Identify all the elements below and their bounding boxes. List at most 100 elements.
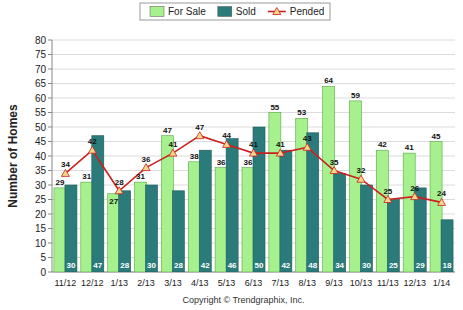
bar (349, 101, 361, 272)
bar (226, 139, 238, 272)
legend-box (140, 3, 330, 20)
y-tick-label: 80 (35, 35, 47, 46)
marker (61, 169, 69, 176)
data-label: 28 (115, 178, 124, 187)
bar (146, 185, 158, 272)
marker (357, 175, 365, 182)
tick-mark (48, 83, 52, 84)
x-tick-label: 5/13 (218, 278, 236, 288)
tick-mark (48, 54, 52, 55)
data-label: 64 (324, 76, 333, 85)
y-tick-label: 60 (35, 93, 47, 104)
marker (303, 143, 311, 150)
data-label: 41 (168, 140, 177, 149)
data-label: 44 (222, 131, 231, 140)
x-tick-label: 9/13 (325, 278, 343, 288)
marker (276, 149, 284, 156)
bar (307, 133, 319, 272)
data-label: 38 (190, 152, 199, 161)
bar (334, 173, 346, 272)
marker (88, 146, 96, 153)
grid-line (52, 98, 455, 99)
legend-label: Sold (236, 6, 256, 17)
data-label: 27 (109, 197, 118, 206)
tick-mark (48, 243, 52, 244)
plot-marks (54, 86, 453, 272)
data-label: 29 (55, 178, 64, 187)
bar (430, 142, 442, 273)
marker (115, 187, 123, 194)
grid-line (52, 40, 455, 41)
tick-mark (48, 228, 52, 229)
marker (142, 164, 150, 171)
data-label: 31 (82, 172, 91, 181)
data-label: 30 (66, 261, 75, 270)
data-label: 47 (163, 126, 172, 135)
x-tick-label: 8/13 (298, 278, 316, 288)
bar (135, 182, 147, 272)
x-tick-label: 1/14 (433, 278, 451, 288)
bar (188, 162, 200, 272)
bar (172, 191, 184, 272)
line (65, 136, 441, 203)
data-label: 41 (276, 140, 285, 149)
data-label: 34 (61, 160, 70, 169)
y-tick-label: 50 (35, 122, 47, 133)
bar (242, 168, 254, 272)
x-tick-label: 4/13 (191, 278, 209, 288)
y-tick-label: 5 (40, 252, 46, 263)
data-label: 55 (270, 103, 279, 112)
x-tick-label: 7/13 (272, 278, 290, 288)
data-label: 36 (217, 158, 226, 167)
data-label: 31 (136, 172, 145, 181)
data-label: 34 (335, 261, 344, 270)
marker (196, 132, 204, 139)
y-tick-label: 55 (35, 107, 47, 118)
bar (376, 150, 388, 272)
marker (411, 193, 419, 200)
bar (323, 86, 335, 272)
bar (199, 150, 211, 272)
x-tick-label: 3/13 (164, 278, 182, 288)
data-label: 28 (174, 261, 183, 270)
marker (384, 196, 392, 203)
bar (108, 194, 120, 272)
data-label: 24 (437, 189, 446, 198)
bar (215, 168, 227, 272)
data-label: 48 (308, 261, 317, 270)
data-label: 43 (303, 134, 312, 143)
y-axis-title: Number of Homes (6, 104, 20, 208)
tick-mark (48, 185, 52, 186)
marker (169, 149, 177, 156)
y-tick-label: 30 (35, 180, 47, 191)
x-tick-label: 1/13 (110, 278, 128, 288)
bar (65, 185, 77, 272)
bar (414, 188, 426, 272)
data-label: 25 (389, 261, 398, 270)
grid-line (52, 83, 455, 84)
data-label: 30 (362, 261, 371, 270)
chart: 05101520253035404550556065707580Number o… (0, 0, 463, 310)
y-axis (52, 40, 53, 272)
grid-line (52, 54, 455, 55)
tick-mark (48, 257, 52, 258)
data-label: 32 (357, 166, 366, 175)
tick-mark (48, 156, 52, 157)
y-tick-label: 45 (35, 136, 47, 147)
tick-mark (48, 272, 52, 273)
legend-swatch (218, 7, 232, 17)
data-label: 42 (378, 140, 387, 149)
bar (280, 150, 292, 272)
data-label: 41 (405, 143, 414, 152)
bar (119, 191, 131, 272)
legend-label: Pended (290, 6, 324, 17)
bar (92, 136, 104, 272)
data-label: 18 (443, 261, 452, 270)
data-label: 30 (147, 261, 156, 270)
x-tick-label: 12/12 (81, 278, 104, 288)
marker (330, 167, 338, 174)
data-label: 25 (383, 187, 392, 196)
y-tick-label: 15 (35, 223, 47, 234)
x-tick-label: 10/13 (350, 278, 373, 288)
x-tick-label: 11/12 (55, 278, 77, 288)
